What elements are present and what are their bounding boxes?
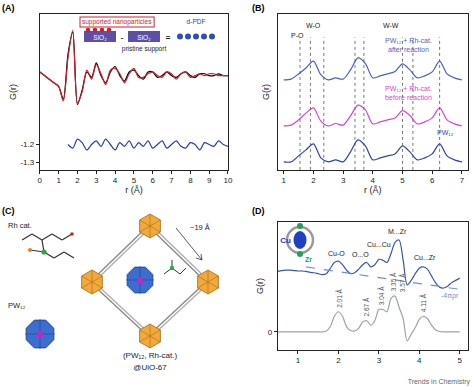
svg-text:7: 7 bbox=[460, 176, 465, 185]
svg-text:Cu-O: Cu-O bbox=[328, 250, 345, 257]
svg-text:Trends in Chemistry: Trends in Chemistry bbox=[408, 378, 471, 386]
svg-text:Rh cat.: Rh cat. bbox=[8, 221, 32, 230]
svg-text:3.57 Å: 3.57 Å bbox=[398, 273, 406, 292]
svg-text:G(r): G(r) bbox=[255, 278, 265, 294]
svg-text:9: 9 bbox=[207, 176, 212, 185]
svg-text:(A): (A) bbox=[2, 3, 15, 13]
svg-text:0: 0 bbox=[38, 176, 43, 185]
svg-text:Cu...Cu: Cu...Cu bbox=[367, 241, 391, 248]
svg-text:1: 1 bbox=[56, 176, 61, 185]
svg-text:10: 10 bbox=[224, 176, 233, 185]
svg-text:r (Å): r (Å) bbox=[125, 185, 143, 195]
svg-text:-1.3: -1.3 bbox=[20, 158, 34, 167]
svg-text:0: 0 bbox=[268, 328, 273, 337]
svg-text:5: 5 bbox=[132, 176, 137, 185]
svg-text:-1.2: -1.2 bbox=[20, 140, 34, 149]
svg-text:(D): (D) bbox=[252, 206, 265, 216]
svg-text:supported nanoparticles: supported nanoparticles bbox=[82, 18, 152, 26]
svg-text:3.04 Å: 3.04 Å bbox=[377, 286, 385, 305]
svg-text:3: 3 bbox=[341, 176, 346, 185]
svg-text:(B): (B) bbox=[252, 3, 265, 13]
svg-text:W-O: W-O bbox=[306, 22, 321, 29]
svg-text:3: 3 bbox=[377, 356, 382, 365]
svg-text:G(r): G(r) bbox=[8, 84, 18, 100]
svg-text:Cu...Zr: Cu...Zr bbox=[414, 254, 436, 261]
svg-text:PW₁₂: PW₁₂ bbox=[8, 301, 26, 310]
svg-text:(PW₁₂, Rh-cat.): (PW₁₂, Rh-cat.) bbox=[123, 351, 178, 360]
svg-text:~19 Å: ~19 Å bbox=[190, 223, 210, 232]
svg-text:4: 4 bbox=[417, 356, 422, 365]
svg-text:SiO₂: SiO₂ bbox=[93, 34, 107, 41]
svg-text:6: 6 bbox=[430, 176, 435, 185]
svg-text:4: 4 bbox=[371, 176, 376, 185]
svg-text:PW₁₂ + Rh-cat.before reaction: PW₁₂ + Rh-cat.before reaction bbox=[385, 85, 432, 101]
svg-text:5: 5 bbox=[458, 356, 463, 365]
svg-text:r (Å): r (Å) bbox=[364, 185, 382, 195]
svg-text:5: 5 bbox=[400, 176, 405, 185]
svg-text:4: 4 bbox=[113, 176, 118, 185]
svg-text:pristine support: pristine support bbox=[122, 45, 167, 53]
svg-text:3: 3 bbox=[94, 176, 99, 185]
svg-text:6: 6 bbox=[150, 176, 155, 185]
svg-text:G(r): G(r) bbox=[261, 84, 271, 100]
svg-text:2: 2 bbox=[75, 176, 80, 185]
svg-text:d-PDF: d-PDF bbox=[187, 18, 206, 25]
svg-text:1: 1 bbox=[296, 356, 301, 365]
svg-text:4.11 Å: 4.11 Å bbox=[419, 293, 427, 312]
svg-text:2: 2 bbox=[311, 176, 316, 185]
svg-text:W-W: W-W bbox=[383, 22, 399, 29]
svg-text:M...Zr: M...Zr bbox=[388, 228, 407, 235]
svg-text:P-O: P-O bbox=[291, 32, 304, 39]
svg-text:2.67 Å: 2.67 Å bbox=[362, 297, 370, 316]
svg-text:2: 2 bbox=[336, 356, 341, 365]
svg-text:=: = bbox=[166, 33, 171, 42]
svg-text:8: 8 bbox=[188, 176, 193, 185]
svg-text:SiO₂: SiO₂ bbox=[137, 34, 151, 41]
svg-text:Zr: Zr bbox=[305, 256, 312, 263]
svg-text:-4πρr: -4πρr bbox=[441, 292, 459, 300]
svg-text:1: 1 bbox=[281, 176, 286, 185]
svg-text:PW₁₂ + Rh-cat.after reaction: PW₁₂ + Rh-cat.after reaction bbox=[385, 37, 432, 53]
svg-text:(C): (C) bbox=[2, 206, 15, 216]
svg-text:Cu: Cu bbox=[280, 236, 291, 245]
svg-text:PW₁₂: PW₁₂ bbox=[437, 129, 454, 136]
svg-text:@UiO-67: @UiO-67 bbox=[133, 363, 167, 372]
svg-text:O...O: O...O bbox=[352, 251, 369, 258]
svg-text:3.35 Å: 3.35 Å bbox=[389, 272, 397, 291]
svg-text:7: 7 bbox=[169, 176, 174, 185]
svg-text:2.01 Å: 2.01 Å bbox=[335, 288, 343, 307]
svg-text:-: - bbox=[121, 33, 124, 42]
